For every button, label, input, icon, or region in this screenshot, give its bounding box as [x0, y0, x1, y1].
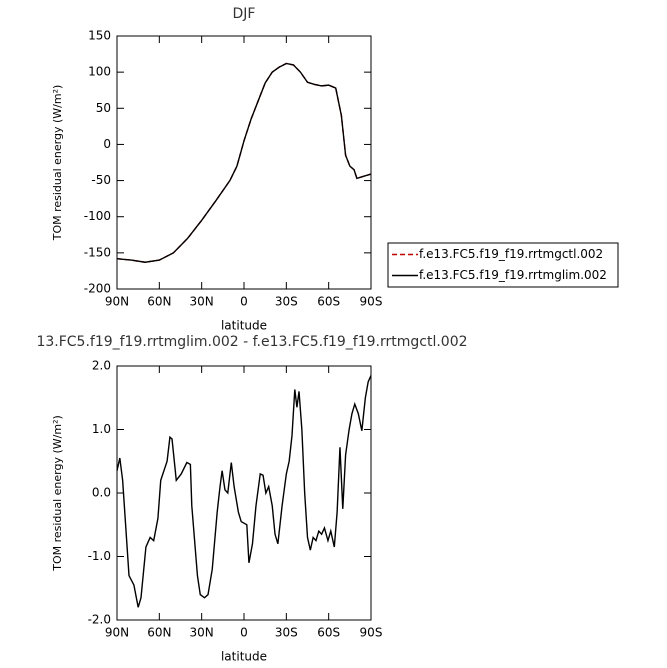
- x-tick-label: 60N: [147, 295, 171, 309]
- x-tick-label: 0: [240, 295, 248, 309]
- data-line: [116, 375, 372, 608]
- x-tick-label: 30S: [275, 626, 298, 640]
- y-tick-label: -1.0: [88, 549, 111, 563]
- y-tick-label: -150: [84, 245, 111, 259]
- legend-box: [387, 242, 619, 288]
- x-tick-label: 60S: [317, 295, 340, 309]
- y-tick-label: 150: [88, 29, 111, 43]
- data-line: [116, 62, 372, 263]
- y-tick-label: 50: [96, 101, 111, 115]
- x-tick-label: 30N: [190, 626, 214, 640]
- data-line: [116, 62, 372, 263]
- y-tick-label: 2.0: [92, 359, 111, 373]
- x-tick-label: 90N: [105, 626, 129, 640]
- x-tick-label: 90S: [360, 626, 383, 640]
- x-tick-label: 90S: [360, 295, 383, 309]
- x-axis-label: latitude: [221, 650, 267, 664]
- x-tick-label: 60S: [317, 626, 340, 640]
- x-tick-label: 0: [240, 626, 248, 640]
- y-axis-label: TOM residual energy (W/m²): [51, 415, 64, 572]
- y-tick-label: 0: [103, 137, 111, 151]
- y-tick-label: 1.0: [92, 422, 111, 436]
- x-tick-label: 30S: [275, 295, 298, 309]
- x-axis-label: latitude: [221, 319, 267, 333]
- legend-label: f.e13.FC5.f19_f19.rrtmglim.002: [419, 268, 607, 282]
- plot-frame: [116, 365, 372, 621]
- x-tick-label: 90N: [105, 295, 129, 309]
- plot-frame: [116, 35, 372, 290]
- y-tick-label: -200: [84, 282, 111, 296]
- y-tick-label: 100: [88, 65, 111, 79]
- legend-label: f.e13.FC5.f19_f19.rrtmgctl.002: [419, 247, 603, 261]
- x-tick-label: 30N: [190, 295, 214, 309]
- y-tick-label: -2.0: [88, 613, 111, 627]
- chart-title: 13.FC5.f19_f19.rrtmglim.002 - f.e13.FC5.…: [36, 334, 467, 350]
- y-axis-label: TOM residual energy (W/m²): [51, 85, 64, 242]
- y-tick-label: 0.0: [92, 486, 111, 500]
- chart-title: DJF: [233, 6, 256, 22]
- x-tick-label: 60N: [147, 626, 171, 640]
- y-tick-label: -100: [84, 209, 111, 223]
- y-tick-label: -50: [91, 173, 111, 187]
